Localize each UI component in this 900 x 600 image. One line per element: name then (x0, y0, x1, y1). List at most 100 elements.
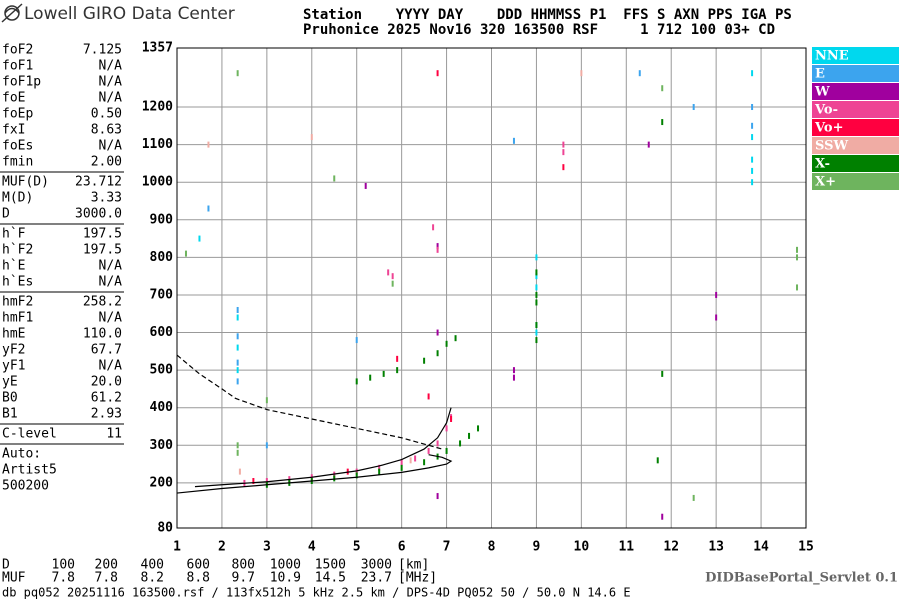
x-tick-label: 11 (618, 540, 634, 555)
x-tick-label: 4 (308, 540, 316, 555)
echo-point (661, 370, 664, 377)
echo-point (535, 329, 538, 336)
x-tick-label: 15 (798, 540, 814, 555)
echo-point (436, 329, 439, 336)
param-value: 2.93 (91, 407, 122, 422)
y-tick-label: 200 (150, 475, 174, 490)
echo-point (477, 425, 480, 432)
echo-point (535, 273, 538, 280)
echo-point (364, 182, 367, 189)
table-cell: 8.8 (187, 571, 210, 586)
echo-point (535, 322, 538, 329)
param-label: D (2, 207, 10, 222)
param-value: 3000.0 (75, 207, 122, 222)
echo-point (333, 475, 336, 482)
param-value: 11 (106, 427, 122, 442)
echo-point (400, 464, 403, 471)
param-value: N/A (99, 311, 123, 326)
y-tick-label: 600 (150, 325, 174, 340)
echo-point (796, 254, 799, 261)
y-tick-label: 400 (150, 400, 174, 415)
x-tick-label: 3 (263, 540, 271, 555)
echo-point (423, 459, 426, 466)
table-cell: 200 (95, 558, 118, 573)
logo-title: Lowell GIRO Data Center (24, 4, 235, 24)
header-line: Pruhonice 2025 Nov16 320 163500 RSF 1 71… (303, 22, 775, 38)
echo-point (236, 449, 239, 456)
param-value: 258.2 (83, 295, 122, 310)
legend-swatch (812, 119, 899, 136)
table-cell: 9.7 (232, 571, 255, 586)
legend-swatch (812, 47, 899, 64)
param-value: 2.00 (91, 155, 122, 170)
echo-point (562, 141, 565, 148)
echo-point (414, 455, 417, 462)
param-label: foF1 (2, 59, 33, 74)
y-tick-label: 800 (150, 250, 174, 265)
param-label: h`Es (2, 275, 33, 290)
legend-swatch (812, 83, 899, 100)
echo-point (236, 359, 239, 366)
echo-point (355, 472, 358, 479)
echo-point (751, 156, 754, 163)
echo-point (562, 164, 565, 171)
param-label: h`F2 (2, 243, 33, 258)
legend-swatch (812, 173, 899, 190)
param-value: 23.712 (75, 175, 122, 190)
echo-point (454, 335, 457, 342)
param-label: MUF(D) (2, 175, 49, 190)
echo-point (396, 355, 399, 362)
legend-swatch (812, 101, 899, 118)
echo-point (369, 374, 372, 381)
param-value: 197.5 (83, 243, 122, 258)
echo-point (238, 468, 241, 475)
echo-point (391, 273, 394, 280)
echo-point (535, 269, 538, 276)
table-cell: 7.8 (95, 571, 118, 586)
echo-point (445, 425, 448, 432)
legend-swatch (812, 65, 899, 82)
echo-point (333, 175, 336, 182)
param-value: N/A (99, 359, 123, 374)
param-label: yF1 (2, 359, 25, 374)
param-value: 61.2 (91, 391, 122, 406)
echo-point (535, 254, 538, 261)
echo-point (436, 246, 439, 253)
echo-point (198, 235, 201, 242)
legend-label: X+ (815, 175, 836, 190)
auto-line: Auto: (2, 447, 41, 462)
echo-point (436, 493, 439, 500)
y-tick-label: 1200 (142, 100, 173, 115)
auto-line: 500200 (2, 479, 49, 494)
echo-point (796, 284, 799, 291)
echo-point (445, 340, 448, 347)
echo-point (692, 494, 695, 501)
echo-point (580, 70, 583, 77)
echo-point (423, 357, 426, 364)
table-cell: 3000 (361, 558, 392, 573)
echo-point (400, 459, 403, 466)
echo-point (445, 447, 448, 454)
x-tick-label: 13 (708, 540, 724, 555)
echo-point (236, 70, 239, 77)
echo-point (378, 468, 381, 475)
echo-point (355, 378, 358, 385)
echo-point (409, 457, 412, 464)
param-value: 197.5 (83, 227, 122, 242)
param-label: yE (2, 375, 18, 390)
echo-point (355, 468, 358, 475)
echo-point (535, 291, 538, 298)
logo-icon (1, 3, 23, 23)
table-label: D (2, 558, 10, 573)
legend-label: SSW (815, 139, 848, 154)
echo-point (661, 85, 664, 92)
echo-point (661, 119, 664, 126)
echo-point (265, 478, 268, 485)
echo-point (535, 337, 538, 344)
param-label: hmF1 (2, 311, 33, 326)
table-label: MUF (2, 571, 26, 586)
echo-point (391, 280, 394, 287)
legend-swatch (812, 137, 899, 154)
echo-point (751, 104, 754, 111)
